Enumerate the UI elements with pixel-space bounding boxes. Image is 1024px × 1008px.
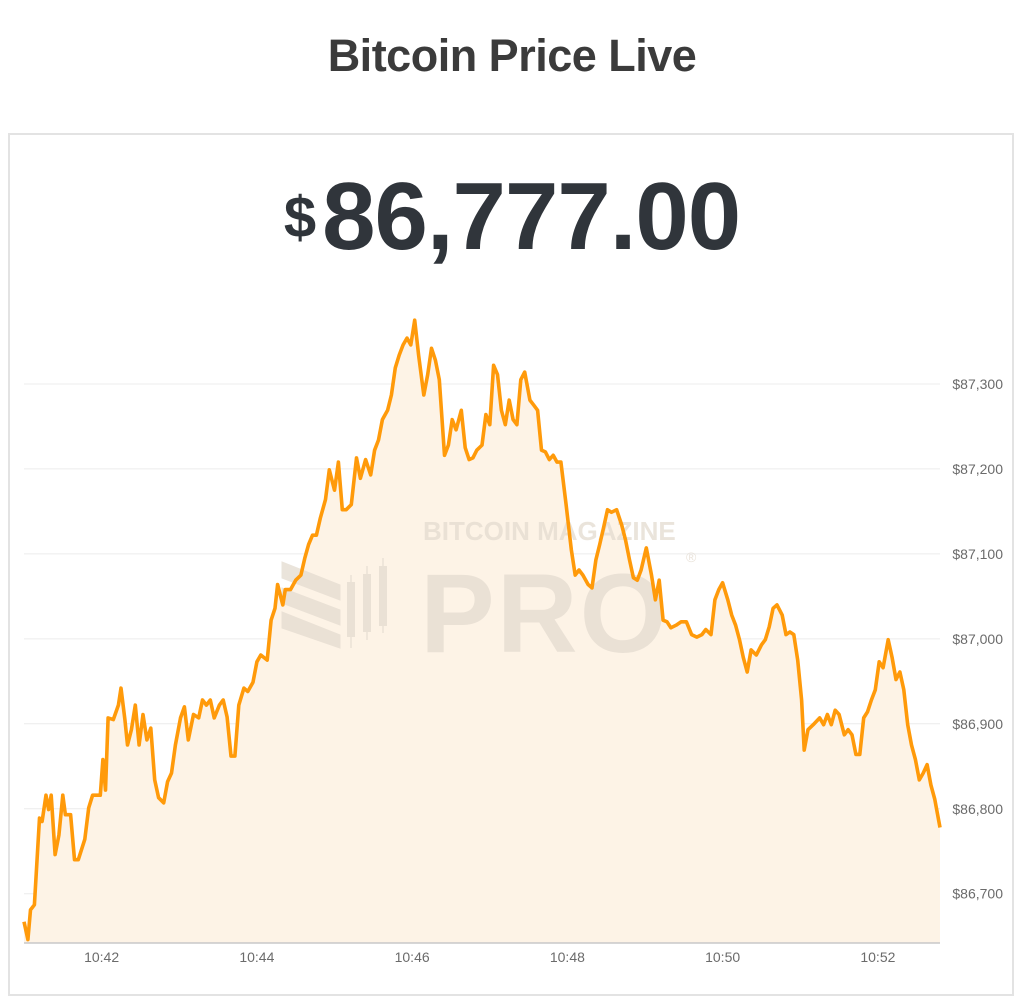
x-tick-label: 10:46 bbox=[395, 949, 430, 965]
y-axis-ticks: $87,300 $87,200 $87,100 $87,000 $86,900 $86,8… bbox=[952, 376, 1003, 902]
current-price: $86,777.00 bbox=[0, 162, 1024, 272]
y-tick-label: $87,100 bbox=[952, 546, 1003, 562]
y-tick-label: $87,000 bbox=[952, 631, 1003, 647]
candlestick-icon bbox=[281, 558, 387, 649]
y-tick-label: $86,800 bbox=[952, 801, 1003, 817]
watermark-line1: BITCOIN MAGAZINE bbox=[423, 516, 676, 546]
x-tick-label: 10:42 bbox=[84, 949, 119, 965]
x-axis-ticks: 10:42 10:44 10:46 10:48 10:50 10:52 bbox=[84, 949, 896, 965]
x-tick-label: 10:48 bbox=[550, 949, 585, 965]
page-title: Bitcoin Price Live bbox=[327, 30, 697, 81]
price-line bbox=[22, 318, 942, 942]
chart-card bbox=[8, 133, 1014, 996]
currency-symbol: $ bbox=[283, 185, 317, 250]
y-tick-label: $86,900 bbox=[952, 716, 1003, 732]
watermark-logo: BITCOIN MAGAZINE PRO ® bbox=[281, 516, 697, 676]
watermark-line2: PRO bbox=[420, 551, 669, 676]
watermark-registered: ® bbox=[686, 549, 697, 565]
y-tick-label: $86,700 bbox=[952, 886, 1003, 902]
x-tick-label: 10:44 bbox=[239, 949, 274, 965]
x-tick-label: 10:52 bbox=[860, 949, 895, 965]
x-tick-label: 10:50 bbox=[705, 949, 740, 965]
price-area-fill bbox=[24, 320, 940, 943]
y-tick-label: $87,300 bbox=[952, 376, 1003, 392]
price-value: 86,777.00 bbox=[322, 163, 741, 270]
y-tick-label: $87,200 bbox=[952, 461, 1003, 477]
